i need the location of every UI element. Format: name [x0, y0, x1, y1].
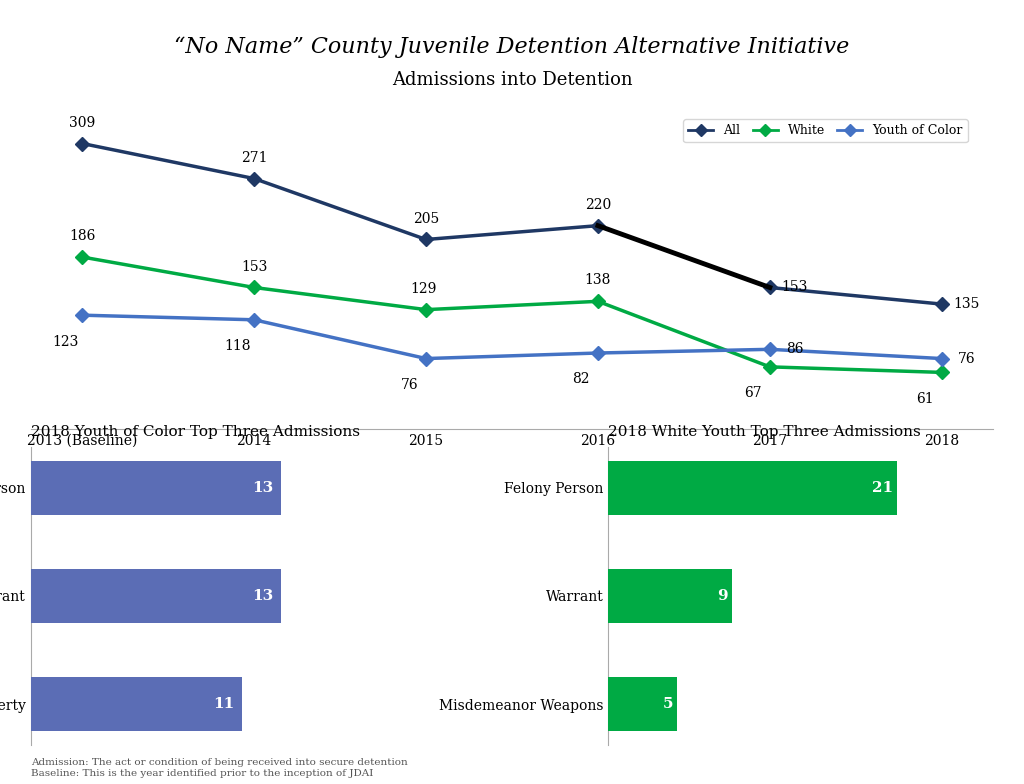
Text: 153: 153 — [781, 281, 808, 295]
Text: Baseline: This is the year identified prior to the inception of JDAI: Baseline: This is the year identified pr… — [31, 769, 373, 778]
Legend: All, White, Youth of Color: All, White, Youth of Color — [683, 119, 968, 143]
Text: 220: 220 — [585, 198, 611, 212]
Text: 153: 153 — [241, 260, 267, 274]
Text: 5: 5 — [663, 697, 673, 711]
Text: “No Name” County Juvenile Detention Alternative Initiative: “No Name” County Juvenile Detention Alte… — [174, 36, 850, 58]
Text: 76: 76 — [400, 378, 418, 392]
Text: 309: 309 — [70, 115, 95, 129]
Text: 67: 67 — [744, 387, 762, 401]
Text: 11: 11 — [214, 697, 234, 711]
Bar — [31, 461, 281, 515]
Text: 135: 135 — [953, 297, 980, 311]
Text: 2018 White Youth Top Three Admissions: 2018 White Youth Top Three Admissions — [608, 425, 921, 439]
Text: 123: 123 — [52, 335, 79, 349]
Text: 271: 271 — [241, 151, 267, 165]
Text: 61: 61 — [916, 392, 934, 406]
Bar — [31, 569, 281, 623]
Text: 76: 76 — [957, 351, 976, 365]
Text: 129: 129 — [410, 281, 436, 296]
Text: 118: 118 — [224, 339, 251, 354]
Text: 186: 186 — [69, 229, 95, 243]
Text: 86: 86 — [786, 343, 804, 356]
Text: 2018 Youth of Color Top Three Admissions: 2018 Youth of Color Top Three Admissions — [31, 425, 359, 439]
Bar — [31, 677, 243, 731]
Text: 13: 13 — [252, 589, 273, 603]
Bar — [608, 677, 677, 731]
Text: 21: 21 — [871, 481, 893, 495]
Text: Admission: The act or condition of being received into secure detention: Admission: The act or condition of being… — [31, 758, 408, 767]
Text: 9: 9 — [717, 589, 728, 603]
Bar — [608, 461, 897, 515]
Text: 205: 205 — [413, 212, 439, 226]
Bar — [608, 569, 732, 623]
Title: Admissions into Detention: Admissions into Detention — [392, 71, 632, 89]
Text: 13: 13 — [252, 481, 273, 495]
Text: 82: 82 — [572, 372, 590, 387]
Text: 138: 138 — [585, 274, 611, 288]
